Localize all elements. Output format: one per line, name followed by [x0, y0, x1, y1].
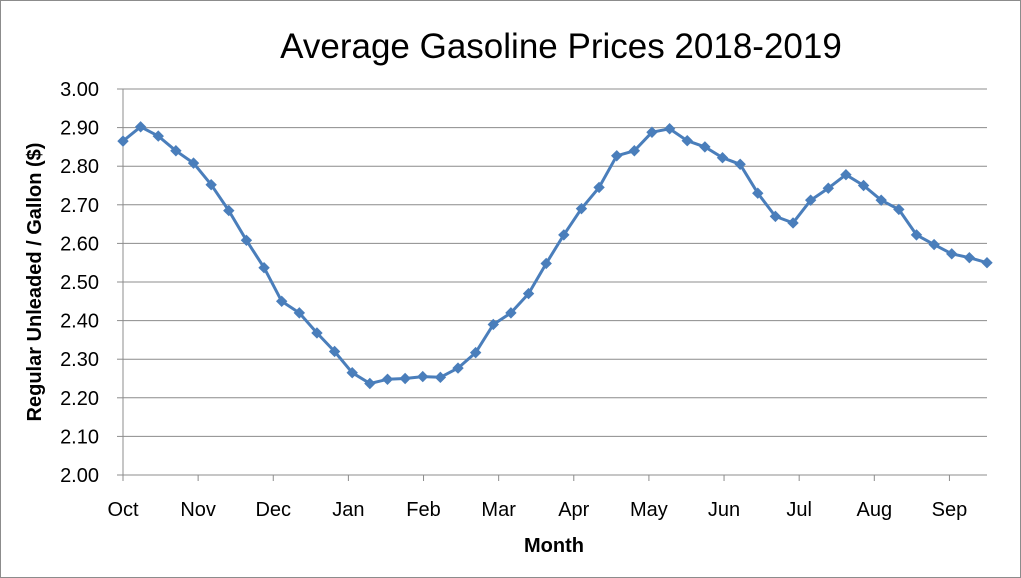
y-tick-labels: 2.00 2.10 2.20 2.30 2.40 2.50 2.60 2.70 2.80 2.90…: [60, 79, 99, 487]
x-tick-label: Sep: [932, 499, 968, 521]
data-point: [963, 251, 976, 264]
y-tick-label: 2.80: [60, 156, 99, 178]
data-point: [417, 370, 429, 383]
data-point: [311, 327, 323, 339]
x-tick-label: Feb: [406, 499, 440, 521]
data-point: [663, 123, 676, 135]
data-point: [804, 194, 817, 206]
data-point: [346, 367, 358, 379]
data-point: [399, 372, 411, 385]
data-point: [275, 295, 288, 308]
data-point: [646, 126, 658, 138]
y-tick-label: 2.10: [60, 426, 99, 448]
x-tick-label: Jan: [332, 499, 364, 521]
data-point: [469, 346, 482, 359]
series-line: [122, 125, 988, 385]
data-point: [910, 229, 923, 241]
data-point: [716, 152, 729, 164]
data-point: [487, 318, 499, 331]
x-tick-label: Oct: [107, 499, 139, 521]
data-point: [628, 145, 641, 157]
x-tick-label: Jun: [708, 499, 740, 521]
y-tick-label: 2.40: [60, 311, 99, 333]
axes: [117, 88, 987, 481]
data-point: [170, 145, 182, 157]
data-point: [187, 157, 200, 169]
data-point: [734, 158, 746, 170]
data-point: [981, 256, 993, 269]
series-price: [117, 121, 993, 390]
data-point: [611, 150, 623, 162]
data-point: [593, 181, 605, 194]
data-point: [822, 182, 835, 194]
y-tick-label: 2.50: [60, 272, 99, 294]
data-point: [522, 287, 535, 300]
data-point: [769, 210, 782, 223]
y-tick-label: 2.00: [60, 465, 99, 487]
data-point: [681, 135, 693, 147]
data-point: [505, 307, 517, 319]
data-point: [893, 203, 905, 216]
x-tick-label: May: [630, 499, 668, 521]
data-point: [857, 179, 870, 192]
y-tick-label: 3.00: [60, 79, 99, 101]
data-point: [240, 234, 253, 247]
y-tick-label: 2.20: [60, 388, 99, 410]
y-tick-label: 2.90: [60, 118, 99, 140]
y-tick-label: 2.60: [60, 233, 99, 255]
data-point: [840, 168, 852, 181]
x-axis-title: Month: [524, 535, 584, 557]
data-point: [875, 194, 887, 206]
data-point: [787, 217, 799, 229]
data-point: [928, 238, 940, 251]
data-point: [575, 202, 588, 215]
data-point: [699, 141, 711, 153]
data-point: [205, 179, 217, 191]
x-tick-label: Apr: [558, 499, 589, 521]
x-tick-label: Nov: [180, 499, 216, 521]
x-tick-label: Mar: [481, 499, 516, 521]
data-point: [258, 262, 270, 274]
data-point: [223, 204, 235, 217]
data-point: [558, 229, 570, 241]
data-point: [540, 257, 552, 270]
y-tick-label: 2.70: [60, 195, 99, 217]
data-point: [434, 371, 447, 384]
data-point: [452, 362, 464, 374]
data-point: [134, 121, 147, 133]
data-point: [381, 373, 394, 385]
data-point: [328, 345, 341, 358]
data-point: [152, 130, 164, 142]
gridlines: [123, 88, 987, 437]
y-axis-title: Regular Unleaded / Gallon ($): [24, 143, 46, 422]
x-tick-label: Jul: [786, 499, 812, 521]
x-tick-labels: Oct Nov Dec Jan Feb Mar Apr May Jun Jul Aug Sep: [107, 499, 967, 521]
chart-title: Average Gasoline Prices 2018-2019: [280, 27, 842, 66]
data-point: [752, 187, 764, 199]
data-point: [364, 377, 376, 390]
data-point: [117, 135, 129, 147]
x-tick-label: Aug: [857, 499, 893, 521]
data-point: [293, 307, 306, 319]
x-tick-label: Dec: [255, 499, 291, 521]
data-point: [946, 248, 958, 260]
y-tick-label: 2.30: [60, 349, 99, 371]
